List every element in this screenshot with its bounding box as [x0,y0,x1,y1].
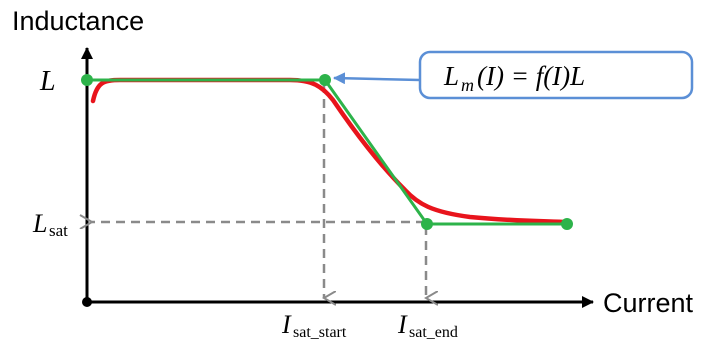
isat-end-label: I sat_end [397,310,458,341]
x-axis-title: Current [603,288,694,318]
l-label: L [39,66,56,97]
svg-text:I: I [397,310,408,339]
callout-box [418,50,694,100]
svg-text:I: I [281,310,292,339]
y-axis-title: Inductance [12,6,144,36]
svg-text:sat_end: sat_end [409,324,458,341]
svg-text:L: L [32,209,47,238]
callout-pointer [333,72,421,85]
svg-text:sat_start: sat_start [293,324,347,341]
point-l [81,74,93,86]
svg-text:m: m [461,75,474,95]
lsat-label: L sat [32,209,68,240]
approx-inductance-curve [87,78,567,226]
real-inductance-curve [90,77,570,225]
svg-text:(I) = f(I)L: (I) = f(I)L [477,61,585,91]
point-sat-end [421,218,433,230]
isat-start-label: I sat_start [281,310,347,341]
point-sat-start [319,74,331,86]
callout-formula: L m (I) = f(I)L [443,61,585,95]
point-end [561,218,573,230]
origin-dot [82,297,92,307]
svg-text:sat: sat [49,221,68,240]
svg-text:L: L [443,61,459,91]
